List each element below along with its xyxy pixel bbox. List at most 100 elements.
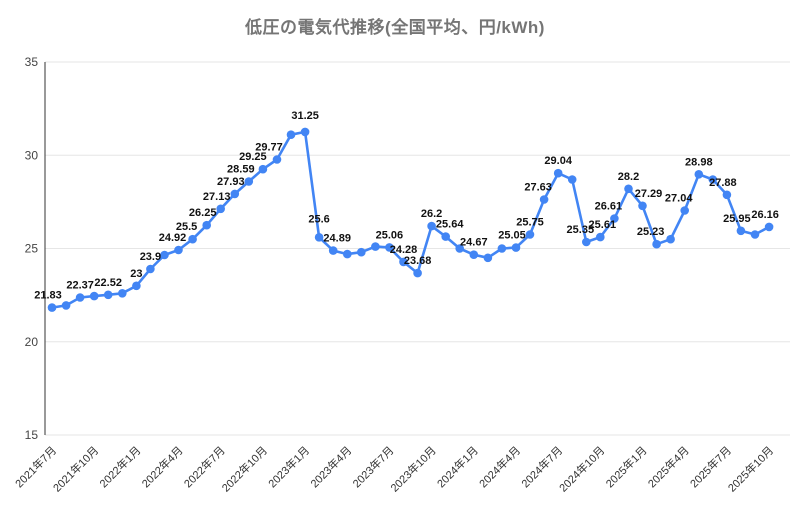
data-point[interactable]: [286, 130, 296, 139]
data-point[interactable]: [132, 281, 141, 291]
x-tick-label: 2022年10月: [219, 443, 270, 494]
x-tick-label: 2022年4月: [139, 443, 186, 490]
point-value-label: 22.52: [94, 277, 122, 289]
point-value-label: 26.2: [421, 208, 442, 220]
data-point[interactable]: [300, 127, 310, 137]
data-point[interactable]: [455, 244, 465, 253]
data-point[interactable]: [694, 170, 704, 179]
x-tick-label: 2024年7月: [518, 443, 565, 490]
data-point[interactable]: [539, 195, 549, 204]
point-value-label: 25.95: [723, 213, 751, 225]
data-point[interactable]: [582, 237, 591, 247]
data-point[interactable]: [103, 290, 113, 300]
point-value-label: 25.35: [567, 224, 595, 236]
data-point[interactable]: [722, 190, 732, 200]
data-point[interactable]: [666, 234, 675, 244]
data-point[interactable]: [567, 175, 577, 184]
data-point[interactable]: [314, 233, 324, 242]
data-point[interactable]: [216, 204, 225, 214]
data-point[interactable]: [357, 247, 366, 257]
data-points[interactable]: [47, 127, 774, 312]
y-tick-label: 30: [25, 148, 39, 162]
data-point[interactable]: [511, 243, 521, 252]
data-point[interactable]: [230, 189, 240, 199]
point-value-label: 25.6: [308, 213, 329, 225]
point-value-label: 25.05: [498, 230, 526, 242]
data-point[interactable]: [328, 246, 338, 255]
data-point[interactable]: [47, 303, 57, 312]
data-point[interactable]: [553, 168, 563, 178]
data-point[interactable]: [146, 264, 155, 274]
point-value-label: 23.68: [404, 255, 432, 267]
point-value-label: 27.29: [635, 188, 663, 200]
point-value-label: 26.16: [751, 209, 779, 221]
x-tick-label: 2024年10月: [556, 443, 607, 494]
x-tick-label: 2025年7月: [687, 443, 734, 490]
data-point[interactable]: [680, 206, 689, 215]
x-tick-label: 2023年4月: [307, 443, 354, 490]
point-value-label: 23: [130, 268, 142, 280]
data-point[interactable]: [272, 155, 282, 164]
data-point[interactable]: [427, 221, 436, 231]
data-point[interactable]: [736, 226, 746, 236]
point-value-label: 24.67: [460, 237, 488, 249]
y-tick-label: 35: [25, 55, 39, 69]
data-point[interactable]: [750, 230, 760, 239]
data-point[interactable]: [483, 253, 493, 263]
x-tick-label: 2023年10月: [387, 443, 438, 494]
data-point[interactable]: [708, 175, 718, 184]
point-value-label: 25.75: [516, 217, 544, 229]
data-point[interactable]: [764, 222, 774, 232]
data-point[interactable]: [638, 201, 647, 211]
point-value-label: 28.59: [227, 164, 255, 176]
point-value-label: 23.9: [140, 251, 161, 263]
point-value-label: 24.92: [159, 232, 187, 244]
point-value-label: 24.28: [390, 244, 418, 256]
x-tick-label: 2022年7月: [181, 443, 228, 490]
data-point[interactable]: [441, 232, 451, 241]
point-value-label: 26.25: [189, 207, 217, 219]
data-point[interactable]: [89, 291, 99, 301]
data-point[interactable]: [610, 214, 619, 223]
point-value-label: 25.61: [589, 219, 617, 231]
x-tick-label: 2021年10月: [50, 443, 101, 494]
data-point[interactable]: [244, 177, 254, 186]
data-point[interactable]: [596, 232, 605, 242]
point-value-label: 25.06: [376, 229, 404, 241]
point-value-label: 27.13: [203, 191, 231, 203]
data-point[interactable]: [160, 250, 169, 260]
data-point[interactable]: [399, 257, 408, 267]
point-value-label: 27.93: [217, 176, 245, 188]
y-tick-label: 15: [25, 428, 39, 442]
data-point[interactable]: [652, 239, 661, 249]
point-value-label: 25.23: [637, 226, 665, 238]
point-value-label: 25.5: [176, 221, 197, 233]
x-tick-label: 2023年7月: [349, 443, 396, 490]
data-point[interactable]: [413, 268, 422, 278]
x-tick-label: 2021年7月: [12, 443, 59, 490]
data-point[interactable]: [258, 164, 268, 174]
y-tick-label: 20: [25, 335, 39, 349]
data-point[interactable]: [174, 245, 183, 255]
data-point[interactable]: [624, 184, 633, 194]
data-point[interactable]: [469, 250, 479, 259]
data-point[interactable]: [61, 301, 71, 310]
data-point[interactable]: [188, 234, 197, 244]
data-point[interactable]: [371, 242, 380, 251]
data-point[interactable]: [75, 293, 85, 302]
point-value-label: 29.25: [239, 151, 267, 163]
data-point[interactable]: [343, 249, 352, 259]
data-point[interactable]: [202, 220, 211, 230]
data-point[interactable]: [525, 230, 535, 239]
x-tick-label: 2025年10月: [725, 443, 776, 494]
data-point[interactable]: [385, 243, 394, 252]
point-value-label: 27.63: [524, 182, 552, 194]
x-tick-label: 2024年4月: [476, 443, 523, 490]
data-point[interactable]: [118, 289, 127, 298]
point-value-label: 28.98: [685, 156, 713, 168]
point-value-label: 27.88: [709, 177, 737, 189]
point-value-label: 21.83: [34, 290, 62, 302]
data-point[interactable]: [497, 244, 507, 253]
